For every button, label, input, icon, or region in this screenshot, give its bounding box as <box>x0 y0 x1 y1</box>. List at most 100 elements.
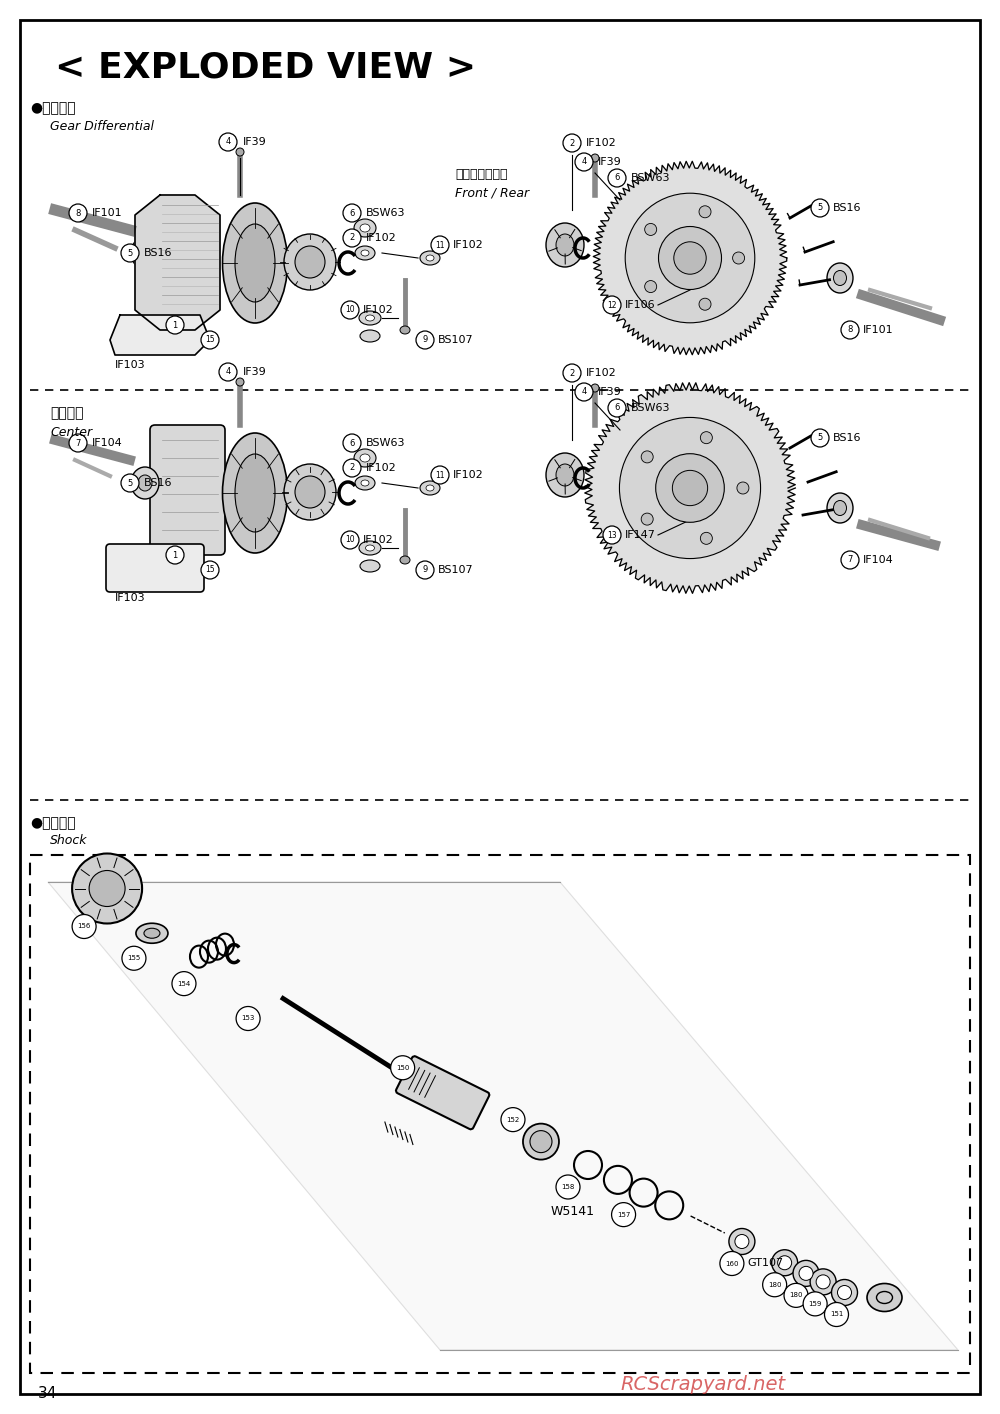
Circle shape <box>121 245 139 262</box>
Circle shape <box>172 971 196 995</box>
Text: 157: 157 <box>617 1212 630 1217</box>
Text: IF39: IF39 <box>598 157 622 167</box>
Circle shape <box>619 417 761 559</box>
Ellipse shape <box>360 560 380 573</box>
Ellipse shape <box>591 154 599 163</box>
Ellipse shape <box>832 1280 858 1305</box>
Text: IF39: IF39 <box>598 387 622 397</box>
Text: BS16: BS16 <box>833 204 862 214</box>
Text: ●デフギヤ: ●デフギヤ <box>30 100 76 115</box>
Text: 154: 154 <box>177 981 191 987</box>
Text: IF102: IF102 <box>366 233 397 243</box>
Text: 11: 11 <box>435 240 445 249</box>
Ellipse shape <box>799 1267 813 1280</box>
Circle shape <box>69 434 87 452</box>
Ellipse shape <box>360 223 370 232</box>
Ellipse shape <box>284 233 336 290</box>
Circle shape <box>625 194 755 322</box>
Text: IF106: IF106 <box>625 300 656 310</box>
Text: IF102: IF102 <box>586 368 617 378</box>
Ellipse shape <box>735 1234 749 1249</box>
Text: 5: 5 <box>127 478 133 488</box>
Ellipse shape <box>778 1256 792 1270</box>
Ellipse shape <box>131 467 159 499</box>
Circle shape <box>343 204 361 222</box>
Circle shape <box>391 1056 415 1080</box>
Text: 2: 2 <box>569 139 575 147</box>
Text: BSW63: BSW63 <box>631 173 670 182</box>
Text: IF102: IF102 <box>586 139 617 148</box>
Circle shape <box>416 331 434 349</box>
Text: 158: 158 <box>561 1184 575 1191</box>
Text: 4: 4 <box>581 157 587 167</box>
Text: 156: 156 <box>77 923 91 929</box>
Text: 151: 151 <box>830 1312 843 1318</box>
Ellipse shape <box>523 1124 559 1159</box>
Circle shape <box>343 434 361 452</box>
Ellipse shape <box>729 1229 755 1254</box>
Circle shape <box>121 474 139 492</box>
Ellipse shape <box>420 481 440 495</box>
Circle shape <box>89 871 125 906</box>
Circle shape <box>122 946 146 970</box>
Text: 11: 11 <box>435 471 445 479</box>
Circle shape <box>201 331 219 349</box>
Circle shape <box>733 252 745 264</box>
Ellipse shape <box>834 501 846 516</box>
Circle shape <box>556 1175 580 1199</box>
Text: 12: 12 <box>607 301 617 310</box>
Ellipse shape <box>354 219 376 238</box>
Ellipse shape <box>360 454 370 462</box>
Text: 5: 5 <box>817 204 823 212</box>
Text: 4: 4 <box>581 387 587 396</box>
Text: 7: 7 <box>75 438 81 447</box>
Text: 15: 15 <box>205 566 215 574</box>
Ellipse shape <box>834 270 846 286</box>
Text: IF104: IF104 <box>863 556 894 566</box>
Text: Shock: Shock <box>50 834 88 847</box>
Ellipse shape <box>295 246 325 279</box>
Ellipse shape <box>867 1284 902 1312</box>
Text: IF147: IF147 <box>625 530 656 540</box>
Text: BSW63: BSW63 <box>366 438 406 448</box>
Text: 152: 152 <box>506 1117 520 1123</box>
Text: 2: 2 <box>569 369 575 378</box>
Text: Gear Differential: Gear Differential <box>50 120 154 133</box>
Circle shape <box>608 399 626 417</box>
Ellipse shape <box>530 1131 552 1152</box>
Text: 2: 2 <box>349 464 355 472</box>
Circle shape <box>72 854 142 923</box>
Text: ●ダンパー: ●ダンパー <box>30 816 76 830</box>
Ellipse shape <box>144 928 160 939</box>
Circle shape <box>72 915 96 939</box>
Ellipse shape <box>138 245 152 262</box>
Text: 6: 6 <box>614 174 620 182</box>
Ellipse shape <box>295 477 325 508</box>
Text: 1: 1 <box>172 321 178 329</box>
Text: BS107: BS107 <box>438 566 474 575</box>
Circle shape <box>824 1302 848 1326</box>
Ellipse shape <box>138 475 152 491</box>
Text: IF103: IF103 <box>115 592 146 602</box>
Text: BS16: BS16 <box>144 478 173 488</box>
Circle shape <box>166 546 184 564</box>
Circle shape <box>841 551 859 568</box>
Circle shape <box>343 229 361 247</box>
Text: 8: 8 <box>75 208 81 218</box>
Text: < EXPLODED VIEW >: < EXPLODED VIEW > <box>55 51 476 85</box>
Ellipse shape <box>827 263 853 293</box>
Text: 34: 34 <box>38 1386 57 1400</box>
Circle shape <box>700 532 712 544</box>
Circle shape <box>612 1203 636 1226</box>
Circle shape <box>416 561 434 578</box>
Circle shape <box>641 513 653 525</box>
Text: 10: 10 <box>345 305 355 314</box>
Text: 160: 160 <box>725 1260 739 1267</box>
Circle shape <box>641 451 653 462</box>
Circle shape <box>166 315 184 334</box>
Text: フロント／リヤ: フロント／リヤ <box>455 168 508 181</box>
Text: 1: 1 <box>172 550 178 560</box>
Text: W5141: W5141 <box>551 1205 595 1217</box>
Text: IF104: IF104 <box>92 438 123 448</box>
Text: IF102: IF102 <box>363 305 394 315</box>
